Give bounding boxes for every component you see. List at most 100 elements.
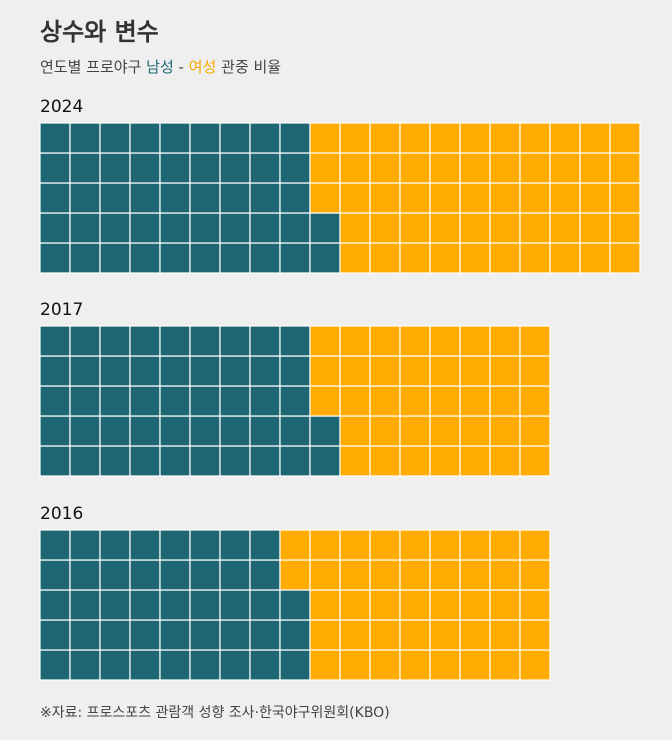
waffle-cell-female — [489, 445, 521, 477]
waffle-cell-female — [399, 355, 431, 387]
waffle-cell-male — [249, 212, 281, 244]
waffle-cell-female — [519, 589, 551, 621]
waffle-cell-female — [519, 122, 551, 154]
waffle-cell-male — [39, 152, 71, 184]
waffle-cell-female — [489, 529, 521, 561]
waffle-cell-female — [279, 529, 311, 561]
waffle-cell-female — [579, 242, 611, 274]
waffle-cell-female — [309, 152, 341, 184]
waffle-cell-male — [69, 385, 101, 417]
waffle-cell-male — [189, 529, 221, 561]
waffle-chart-2017 — [39, 325, 551, 477]
waffle-cell-female — [399, 152, 431, 184]
waffle-cell-female — [519, 152, 551, 184]
waffle-cell-male — [189, 212, 221, 244]
waffle-cell-male — [219, 242, 251, 274]
waffle-cell-female — [459, 445, 491, 477]
waffle-cell-male — [159, 385, 191, 417]
waffle-2017-year: 2017 — [40, 300, 84, 320]
waffle-cell-female — [489, 649, 521, 681]
waffle-cell-female — [549, 182, 581, 214]
waffle-cell-male — [129, 152, 161, 184]
waffle-cell-male — [99, 355, 131, 387]
waffle-cell-male — [69, 649, 101, 681]
waffle-cell-female — [459, 325, 491, 357]
waffle-cell-male — [219, 415, 251, 447]
waffle-cell-female — [429, 152, 461, 184]
waffle-cell-male — [99, 649, 131, 681]
waffle-cell-female — [459, 355, 491, 387]
waffle-cell-female — [369, 182, 401, 214]
waffle-cell-female — [609, 152, 641, 184]
waffle-cell-female — [369, 242, 401, 274]
waffle-cell-male — [309, 445, 341, 477]
waffle-cell-male — [99, 589, 131, 621]
waffle-cell-female — [489, 325, 521, 357]
waffle-cell-male — [129, 242, 161, 274]
waffle-cell-male — [249, 445, 281, 477]
waffle-cell-male — [39, 182, 71, 214]
waffle-cell-female — [309, 385, 341, 417]
waffle-cell-female — [549, 122, 581, 154]
waffle-cell-male — [99, 385, 131, 417]
waffle-cell-male — [129, 415, 161, 447]
waffle-cell-female — [459, 415, 491, 447]
waffle-cell-male — [219, 589, 251, 621]
waffle-cell-male — [69, 619, 101, 651]
waffle-cell-male — [129, 445, 161, 477]
waffle-cell-female — [399, 619, 431, 651]
waffle-cell-female — [399, 649, 431, 681]
waffle-cell-male — [129, 385, 161, 417]
waffle-cell-female — [399, 415, 431, 447]
waffle-cell-male — [189, 445, 221, 477]
waffle-cell-male — [189, 152, 221, 184]
waffle-cell-female — [309, 589, 341, 621]
waffle-cell-male — [39, 355, 71, 387]
waffle-cell-male — [219, 619, 251, 651]
waffle-cell-female — [489, 242, 521, 274]
waffle-cell-female — [429, 619, 461, 651]
waffle-cell-female — [399, 182, 431, 214]
waffle-cell-male — [219, 152, 251, 184]
waffle-cell-female — [429, 445, 461, 477]
waffle-cell-male — [249, 182, 281, 214]
waffle-cell-female — [489, 182, 521, 214]
waffle-cell-female — [489, 212, 521, 244]
subtitle-suffix: 관중 비율 — [221, 58, 282, 76]
waffle-cell-female — [309, 182, 341, 214]
waffle-cell-female — [579, 212, 611, 244]
waffle-cell-female — [459, 529, 491, 561]
waffle-cell-female — [309, 619, 341, 651]
waffle-2016-year: 2016 — [40, 504, 84, 524]
waffle-cell-male — [279, 445, 311, 477]
waffle-cell-male — [219, 122, 251, 154]
waffle-cell-female — [609, 212, 641, 244]
waffle-cell-female — [459, 152, 491, 184]
waffle-cell-female — [309, 559, 341, 591]
subtitle-prefix: 연도별 프로야구 — [40, 58, 142, 76]
waffle-cell-male — [39, 325, 71, 357]
waffle-cell-female — [519, 242, 551, 274]
waffle-cell-male — [39, 415, 71, 447]
waffle-cell-male — [189, 325, 221, 357]
waffle-cell-female — [309, 122, 341, 154]
waffle-cell-male — [279, 242, 311, 274]
waffle-cell-male — [249, 619, 281, 651]
waffle-cell-male — [249, 152, 281, 184]
waffle-cell-male — [129, 325, 161, 357]
waffle-cell-female — [369, 445, 401, 477]
waffle-cell-female — [519, 559, 551, 591]
waffle-cell-female — [309, 529, 341, 561]
waffle-cell-male — [99, 619, 131, 651]
waffle-cell-male — [99, 122, 131, 154]
waffle-cell-male — [219, 385, 251, 417]
waffle-cell-male — [39, 445, 71, 477]
waffle-cell-male — [69, 355, 101, 387]
waffle-cell-male — [249, 122, 281, 154]
waffle-cell-female — [519, 445, 551, 477]
waffle-cell-female — [459, 182, 491, 214]
waffle-cell-male — [39, 212, 71, 244]
waffle-cell-male — [219, 325, 251, 357]
waffle-cell-female — [489, 559, 521, 591]
waffle-cell-female — [339, 445, 371, 477]
